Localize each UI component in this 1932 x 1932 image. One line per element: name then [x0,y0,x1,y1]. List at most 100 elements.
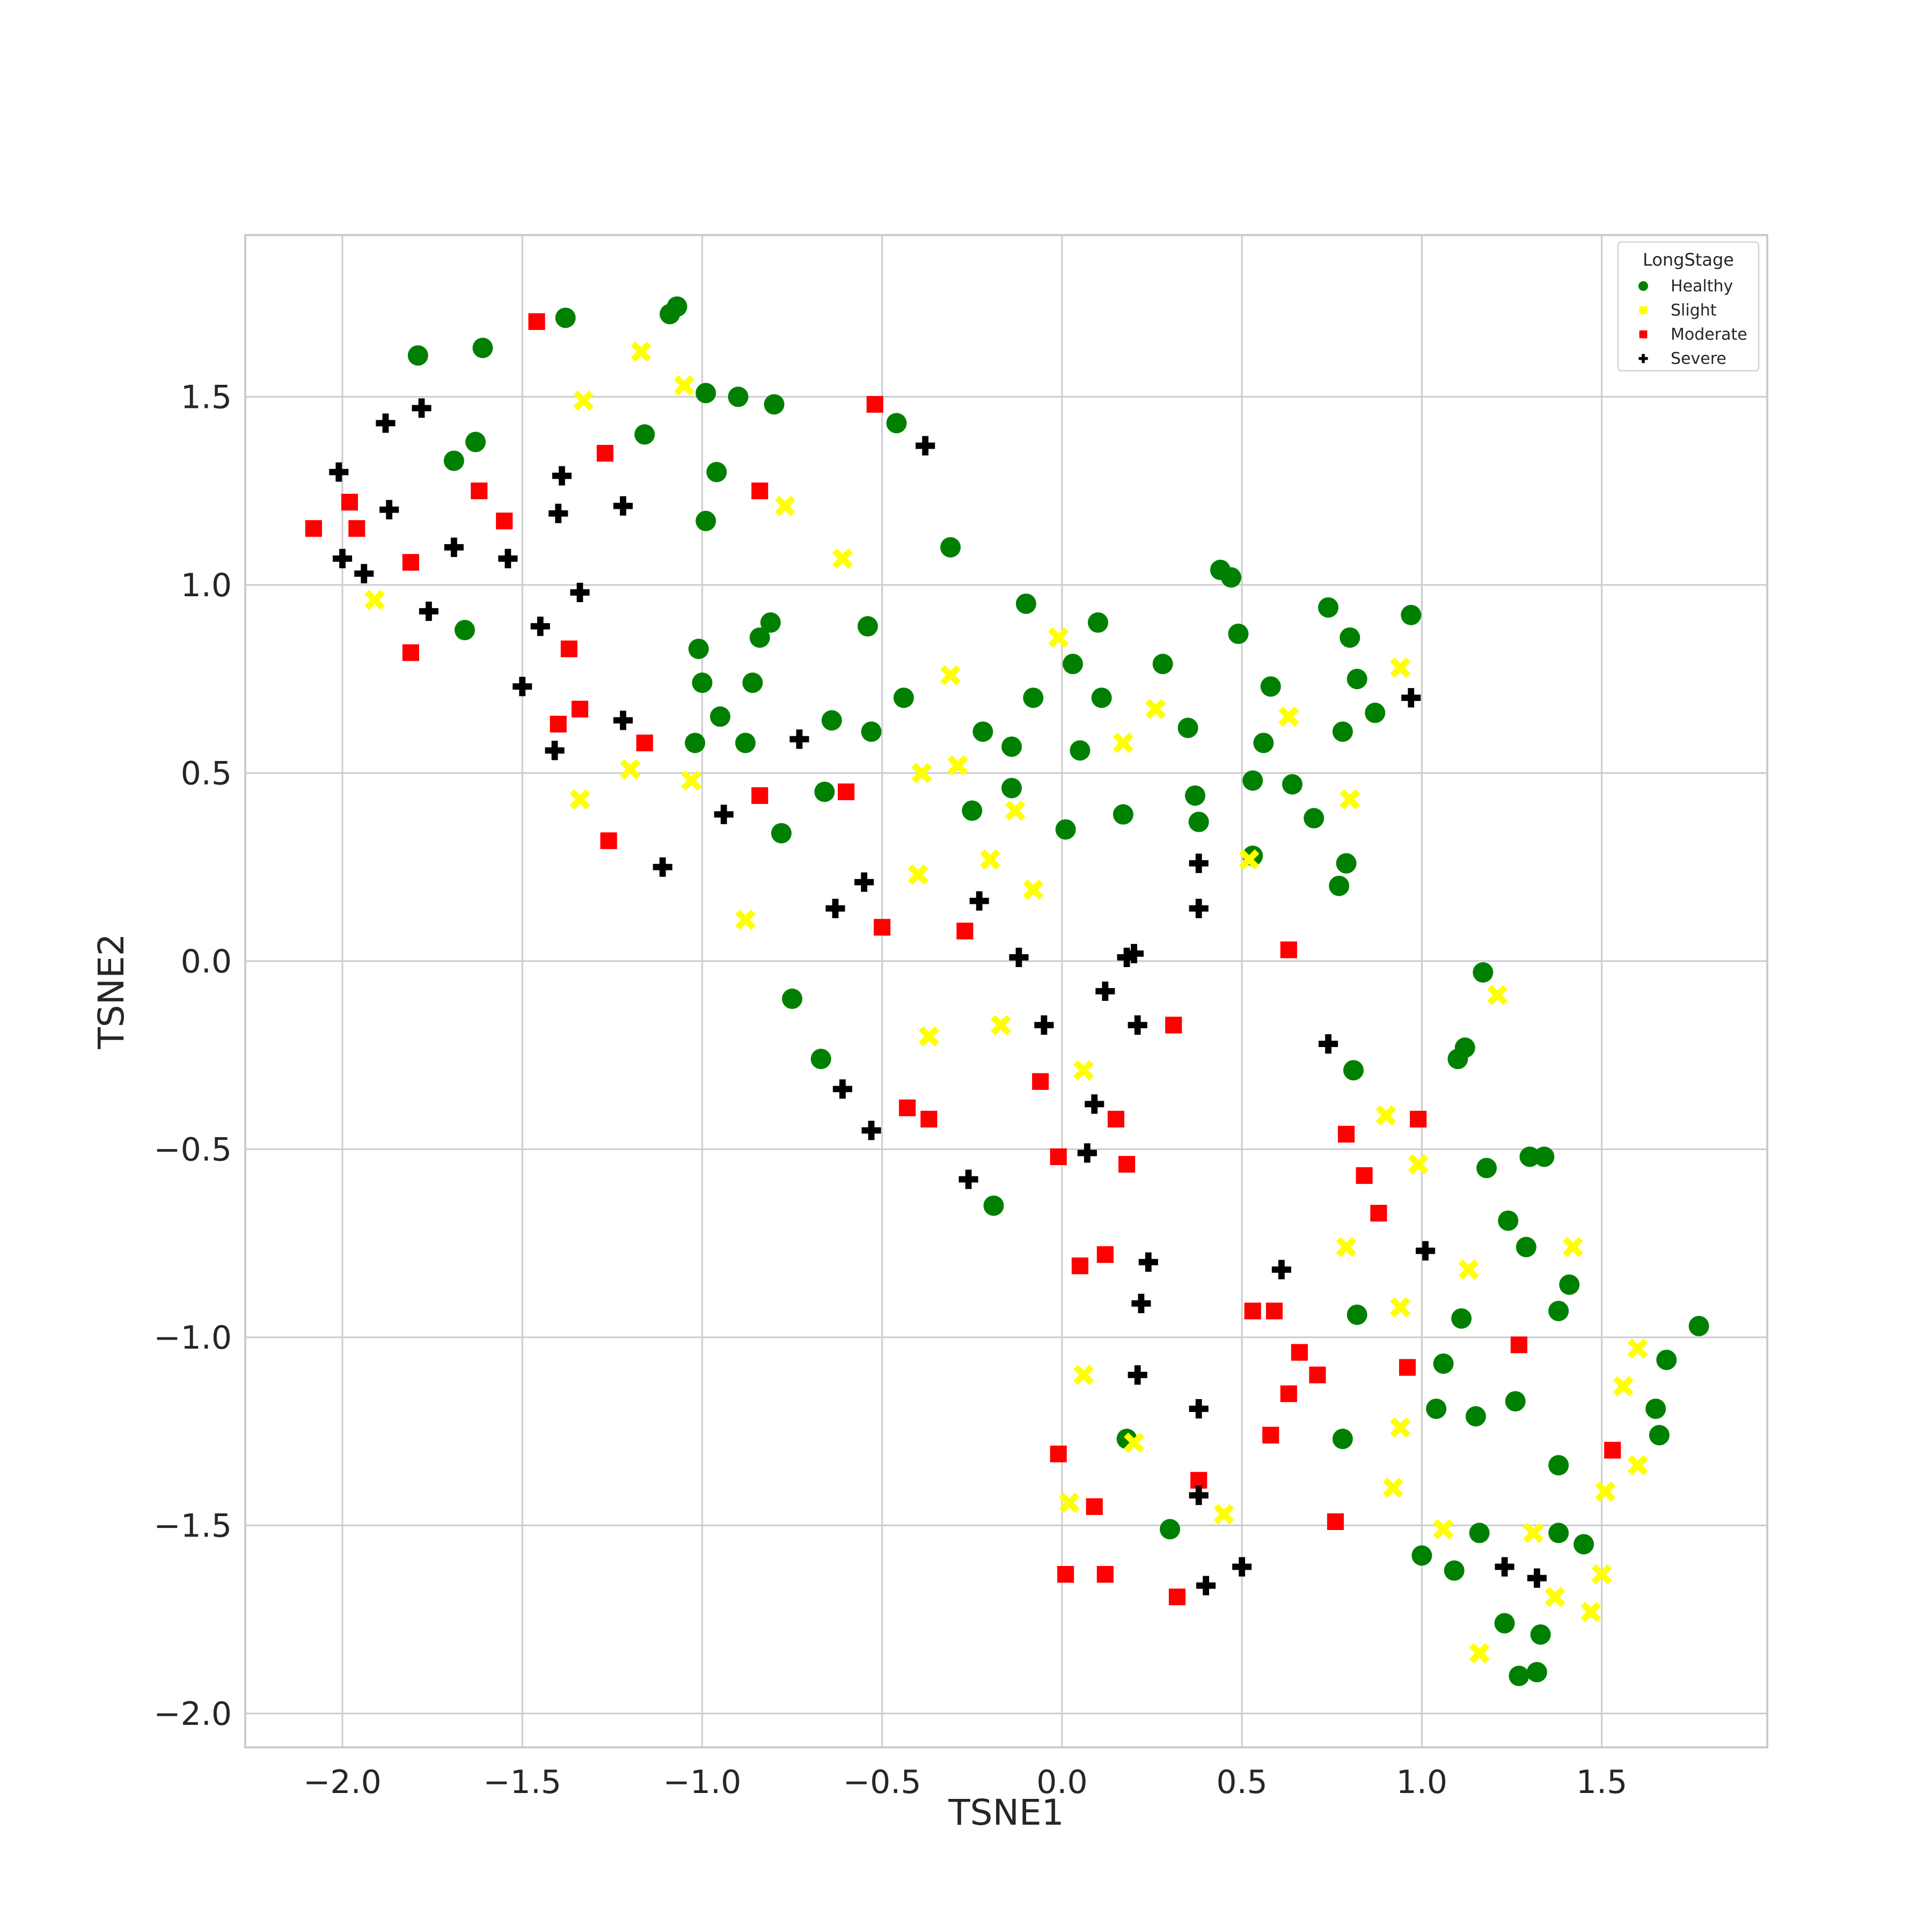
data-point-moderate [1107,1110,1125,1128]
data-point-healthy [454,620,475,641]
data-point-slight [674,375,694,396]
data-point-slight [1213,1504,1234,1525]
data-point-healthy [1645,1399,1666,1419]
data-point-slight [1562,1236,1583,1257]
data-point-healthy [1152,654,1173,675]
data-point-healthy [810,1049,831,1070]
data-point-slight [1145,699,1166,720]
data-point-severe [1034,1015,1054,1035]
data-point-healthy [1574,1534,1594,1555]
data-point-healthy [1548,1300,1569,1321]
x-tick-label: 0.5 [1216,1763,1267,1801]
data-point-slight [1239,849,1260,870]
data-point-severe [1128,1015,1147,1035]
data-point-healthy [886,413,907,434]
data-point-healthy [1113,804,1133,825]
data-point-healthy [1365,702,1386,723]
legend-label-moderate: Moderate [1671,325,1747,344]
data-point-severe [354,564,374,583]
data-point-moderate [1244,1302,1261,1320]
data-point-severe [530,616,550,636]
data-point-moderate [1262,1426,1279,1444]
data-point-healthy [1001,778,1022,799]
data-point-severe [969,891,989,911]
data-point-healthy [1548,1455,1569,1476]
data-point-severe [329,462,349,482]
data-point-severe [613,496,633,516]
data-point-severe [444,537,464,557]
data-point-severe [1527,1568,1547,1588]
data-point-severe [498,548,518,568]
y-tick-label: −1.5 [153,1507,232,1545]
data-point-moderate [402,554,419,571]
data-point-healthy [1332,721,1353,742]
data-point-severe [916,436,935,456]
data-point-healthy [764,394,785,415]
data-point-healthy [782,989,803,1009]
x-tick-label: −0.5 [843,1763,921,1801]
data-point-healthy [771,823,792,844]
data-point-slight [1545,1586,1565,1607]
data-point-moderate [1096,1246,1114,1263]
data-point-slight [1336,1236,1357,1257]
data-point-slight [1023,879,1044,900]
grid [245,235,1767,1747]
data-point-healthy [1318,597,1339,618]
legend-label-healthy: Healthy [1671,277,1733,296]
data-point-moderate [560,640,577,657]
data-point-severe [613,711,633,730]
data-point-moderate [1050,1148,1067,1166]
data-point-healthy [1649,1425,1670,1446]
data-point-healthy [1253,733,1274,753]
data-point-healthy [634,424,655,445]
data-point-healthy [735,733,756,753]
data-point-slight [735,909,756,930]
data-point-moderate [1410,1110,1427,1128]
data-point-healthy [1516,1236,1536,1257]
data-point-slight [1591,1564,1612,1585]
data-point-moderate [571,700,589,718]
data-point-healthy [1023,687,1044,708]
legend-marker-moderate [1639,330,1648,339]
data-point-moderate [1057,1565,1074,1583]
data-point-healthy [1476,1158,1497,1179]
data-point-severe [379,500,399,519]
data-point-healthy [760,612,781,633]
data-point-slight [911,763,932,784]
data-point-moderate [471,482,488,500]
data-point-healthy [667,296,687,317]
series-severe [329,398,1547,1596]
data-point-severe [1319,1034,1338,1054]
data-point-moderate [956,923,974,940]
data-point-slight [918,1026,939,1047]
data-point-severe [376,413,396,433]
data-point-healthy [472,338,493,358]
data-point-severe [958,1169,978,1189]
x-tick-label: −1.5 [483,1763,561,1801]
data-point-healthy [1451,1308,1472,1329]
tick-labels: −2.0 −1.5 −1.0 −0.5 0.0 0.5 1.0 1.5 1.5 1.0 0.5 0.0… [153,378,1627,1801]
data-point-healthy [1015,593,1036,614]
data-point-severe [1495,1557,1514,1577]
data-point-moderate [1604,1441,1621,1459]
data-point-severe [1009,947,1029,967]
data-point-healthy [1494,1613,1515,1634]
legend-label-slight: Slight [1671,301,1717,320]
data-point-slight [774,495,795,516]
legend-box [1618,241,1759,371]
data-point-healthy [1282,774,1303,795]
x-tick-label: 1.0 [1396,1763,1447,1801]
data-point-healthy [1177,718,1198,738]
y-tick-label: −1.0 [153,1319,232,1357]
data-point-healthy [1548,1523,1569,1543]
data-point-healthy [696,510,716,531]
data-point-moderate [1265,1302,1283,1320]
data-point-moderate [1280,1385,1297,1402]
data-point-moderate [1309,1366,1326,1384]
data-point-moderate [528,313,545,330]
data-point-severe [412,398,431,418]
data-point-slight [1580,1601,1601,1622]
data-point-slight [1124,1432,1144,1453]
data-point-slight [681,770,702,791]
data-point-slight [1613,1376,1634,1397]
